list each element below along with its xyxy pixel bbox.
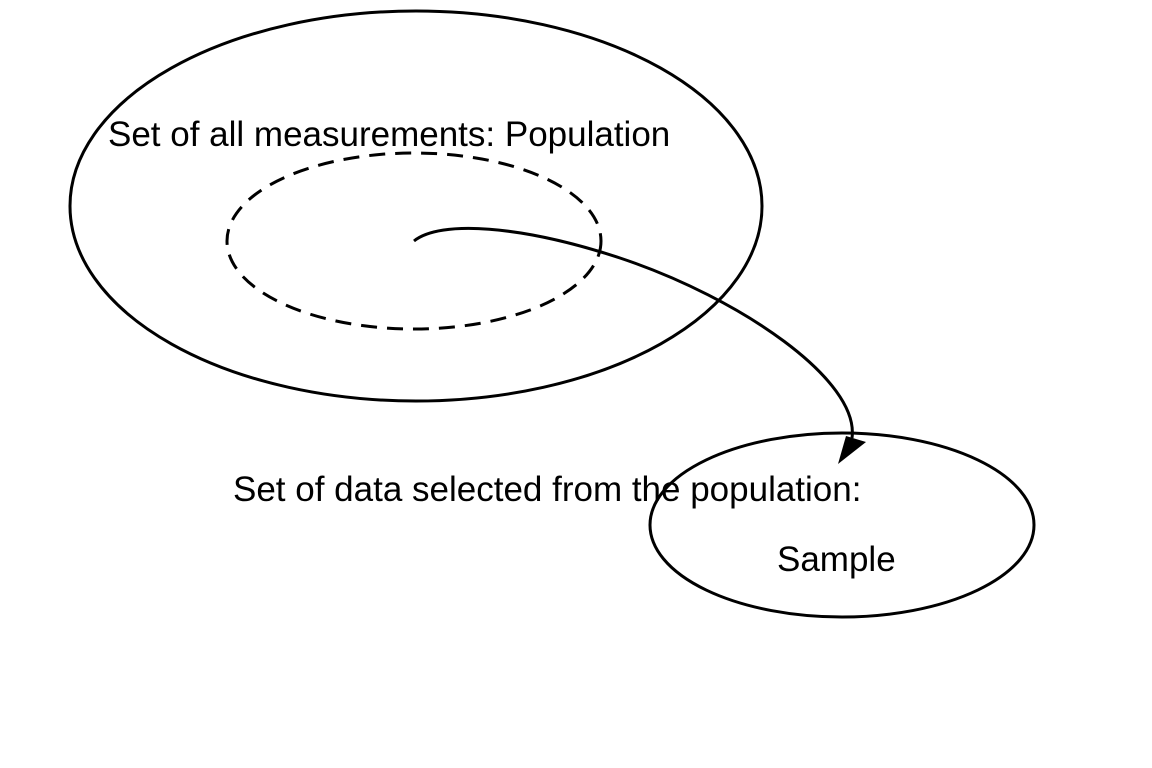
sample-description-label: Set of data selected from the population… — [233, 470, 861, 509]
population-label: Set of all measurements: Population — [108, 115, 670, 154]
sample-ellipse — [648, 431, 1036, 619]
selection-arrow-curve — [413, 226, 854, 439]
population-ellipse — [68, 9, 764, 403]
sample-label: Sample — [777, 540, 896, 579]
selection-arrowhead — [838, 436, 866, 464]
selected-subset-dashed-ellipse — [225, 151, 603, 331]
